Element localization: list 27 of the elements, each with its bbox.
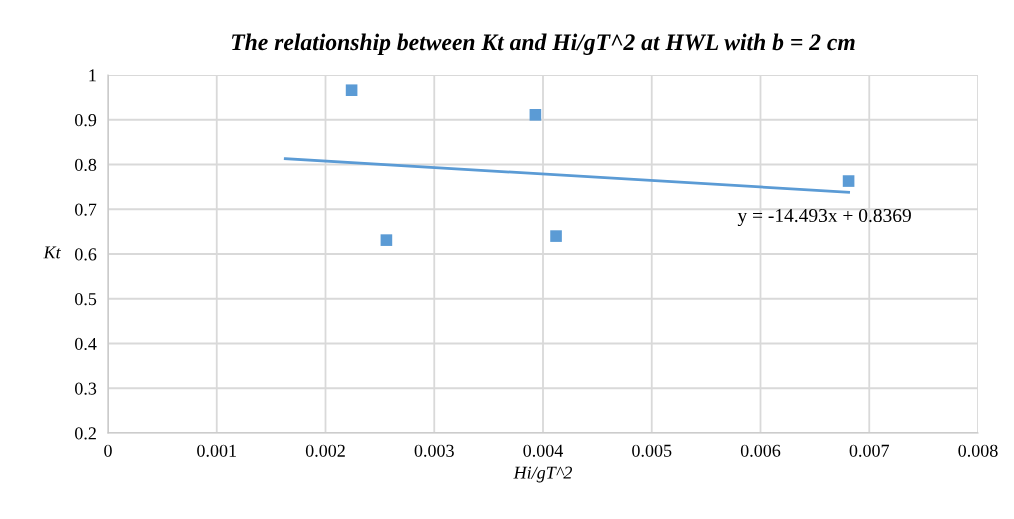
- y-tick-label: 0.3: [75, 382, 97, 395]
- annotation: y = -14.493x + 0.8369: [737, 208, 911, 227]
- x-tick-label: 0.003: [414, 444, 454, 457]
- x-tick-label: 0.001: [197, 444, 236, 457]
- point: [842, 175, 855, 187]
- x-tick-label: 0: [104, 444, 112, 457]
- y-tick-label: 0.9: [75, 114, 97, 127]
- x-tick-label: 0.005: [632, 444, 672, 457]
- point: [380, 234, 393, 246]
- y-tick-label: 1: [89, 69, 96, 82]
- y-tick-label: 0.5: [75, 293, 97, 306]
- y-tick-label: 0.4: [75, 337, 97, 351]
- point: [529, 109, 542, 121]
- x-axis-title: Hi/gT^2: [513, 466, 572, 483]
- x-tick-label: 0.004: [523, 444, 564, 457]
- x-tick-label: 0.007: [849, 444, 890, 457]
- x-tick-label: 0.002: [305, 444, 345, 457]
- y-tick-label: 0.7: [75, 203, 97, 216]
- y-tick-label: 0.8: [75, 158, 97, 172]
- y-tick-label: 0.2: [75, 427, 96, 440]
- y-axis-title: Kt: [43, 246, 61, 259]
- chart-title: The relationship between Kt and Hi/gT^2 at HWL with b = 2 cm: [231, 33, 855, 56]
- x-tick-label: 0.006: [740, 444, 781, 457]
- point: [550, 230, 562, 242]
- point: [345, 84, 358, 97]
- y-tick-label: 0.6: [75, 248, 97, 261]
- x-tick-label: 0.008: [958, 444, 998, 457]
